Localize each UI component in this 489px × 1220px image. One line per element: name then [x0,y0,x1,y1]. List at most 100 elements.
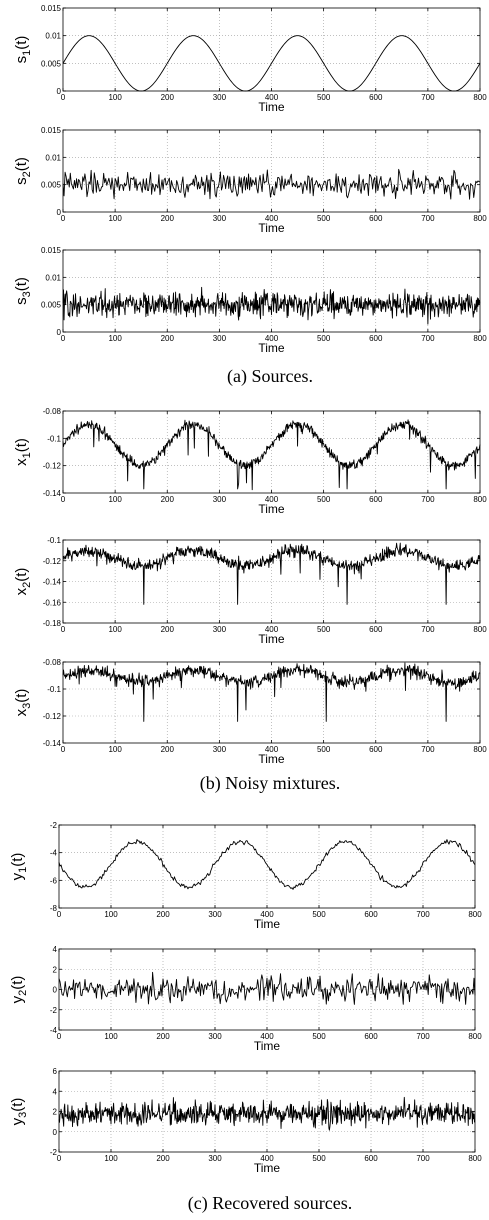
y-tick-label: -0.14 [43,489,62,498]
x-tick-label: 700 [421,495,435,504]
y-tick-label: 0.015 [41,246,62,255]
x-tick-label: 400 [260,1032,274,1041]
x-tick-label: 300 [208,1154,222,1163]
x-tick-label: 700 [421,93,435,102]
x-axis-label: Time [254,1039,281,1053]
x-tick-label: 0 [61,495,66,504]
y-tick-label: 0 [57,208,62,217]
x-tick-label: 300 [208,1032,222,1041]
y-tick-label: 0.01 [45,32,61,41]
x-tick-label: 100 [104,1154,118,1163]
x-tick-label: 200 [161,214,175,223]
caption-noisy-mixtures: (b) Noisy mixtures. [200,773,340,794]
y-axis-label: y3(t) [9,1098,29,1126]
y-tick-label: -6 [50,876,58,885]
x-tick-label: 600 [369,745,383,754]
series-line-a3 [62,286,481,325]
chart-panels: 0 100 200 300 400 500 600 700 80000.0050.010.015… [9,4,487,1175]
x-axis-label: Time [258,221,285,235]
series-line-b1 [62,419,481,491]
y-tick-label: 0.015 [41,126,62,135]
chart-b1: 0 100 200 300 400 500 600 700 800 -0.14 -0.12 -0.1 -… [13,407,487,516]
x-tick-label: 400 [265,214,279,223]
series-line-a2 [62,168,481,200]
x-tick-label: 700 [416,910,430,919]
x-axis-label: Time [258,341,285,355]
chart-a2: 0 100 200 300 400 500 600 700 800 0 0.005 0.01 0.015… [13,126,487,235]
y-axis-label: s1(t) [13,36,33,64]
caption-recovered-sources: (c) Recovered sources. [188,1193,352,1214]
x-tick-label: 700 [416,1032,430,1041]
series-line-c3 [58,1096,476,1131]
x-tick-label: 600 [369,495,383,504]
series-line-b2 [62,542,481,605]
x-tick-label: 0 [57,1032,62,1041]
x-tick-label: 200 [156,910,170,919]
y-tick-label: -4 [50,1026,58,1035]
x-tick-label: 500 [317,625,331,634]
x-tick-label: 600 [369,93,383,102]
x-tick-label: 100 [108,334,122,343]
y-tick-label: -0.16 [43,598,62,607]
x-tick-label: 500 [312,1032,326,1041]
x-tick-label: 100 [108,625,122,634]
x-tick-label: 200 [161,334,175,343]
x-tick-label: 100 [108,93,122,102]
x-tick-label: 700 [421,745,435,754]
y-axis-label: x3(t) [13,689,33,717]
x-tick-label: 400 [265,93,279,102]
x-tick-label: 300 [213,745,227,754]
y-tick-label: 0 [53,986,58,995]
y-tick-label: 2 [53,965,58,974]
y-axis-label: s2(t) [13,157,33,185]
series-line-b3 [62,662,481,722]
x-tick-label: 400 [260,1154,274,1163]
y-tick-label: -4 [50,849,58,858]
x-tick-label: 0 [61,214,66,223]
x-tick-label: 500 [312,910,326,919]
x-tick-label: 400 [265,334,279,343]
x-tick-label: 800 [468,1154,482,1163]
y-tick-label: 4 [53,945,58,954]
x-tick-label: 400 [265,495,279,504]
x-tick-label: 200 [161,625,175,634]
x-tick-label: 600 [364,1032,378,1041]
x-tick-label: 300 [213,625,227,634]
y-axis-label: s3(t) [13,277,33,305]
x-tick-label: 500 [317,745,331,754]
series-line-c2 [58,971,476,1005]
y-tick-label: -0.1 [47,434,61,443]
x-tick-label: 0 [57,910,62,919]
x-tick-label: 100 [104,910,118,919]
x-tick-label: 800 [473,214,487,223]
y-axis-label: y1(t) [9,853,29,881]
x-tick-label: 800 [473,745,487,754]
x-tick-label: 400 [260,910,274,919]
x-axis-label: Time [258,100,285,114]
y-tick-label: -0.12 [43,712,62,721]
series-line-c1 [58,839,476,890]
y-tick-label: -0.18 [43,619,62,628]
y-tick-label: 2 [53,1108,58,1117]
y-tick-label: 0.015 [41,4,62,13]
x-axis-label: Time [258,632,285,646]
y-tick-label: -2 [50,1006,58,1015]
chart-c1: 0 100 200 300 400 500 600 700 800 -8 -6 -4 -2 Time y1(… [9,821,482,931]
chart-b3: 0 100 200 300 400 500 600 700 800 -0.14 -0.12 -0.1 -… [13,658,487,766]
x-tick-label: 800 [468,1032,482,1041]
chart-a3: 0 100 200 300 400 500 600 700 800 0 0.005 0.01 0.015… [13,246,487,355]
y-tick-label: -0.14 [43,739,62,748]
x-tick-label: 200 [161,93,175,102]
y-tick-label: -0.08 [43,658,62,667]
chart-c2: 0 100 200 300 400 500 600 700 800 -4 -2 0 2 4 Time y2(t… [9,945,482,1053]
y-tick-label: 0 [57,87,62,96]
x-tick-label: 200 [156,1154,170,1163]
y-tick-label: 0.005 [41,181,62,190]
x-tick-label: 200 [161,745,175,754]
chart-a1: 0 100 200 300 400 500 600 700 800 0 0.005 0.01 0.015… [13,4,487,114]
y-tick-label: 0.01 [45,153,61,162]
x-tick-label: 600 [369,214,383,223]
caption-sources: (a) Sources. [227,366,313,387]
x-tick-label: 700 [416,1154,430,1163]
x-axis-label: Time [258,752,285,766]
